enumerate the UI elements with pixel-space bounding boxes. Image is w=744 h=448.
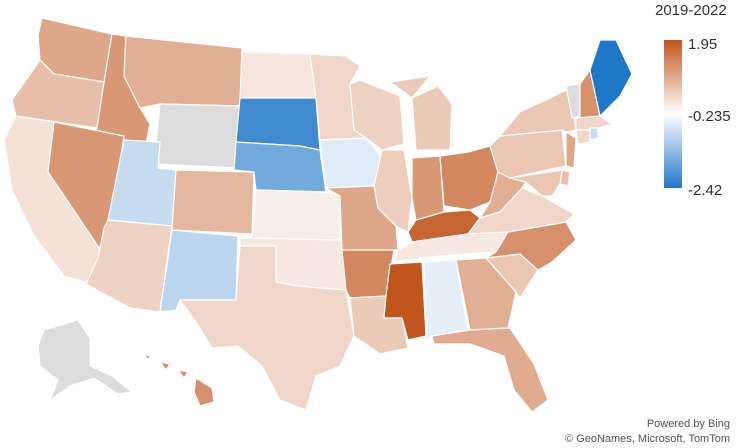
state-hi[interactable] <box>142 352 215 407</box>
attribution-copyright: © GeoNames, Microsoft, TomTom <box>565 433 730 445</box>
state-mi[interactable] <box>388 75 453 151</box>
state-ny[interactable] <box>498 87 577 137</box>
state-mt[interactable] <box>123 35 243 109</box>
state-il[interactable] <box>373 149 413 233</box>
attribution-powered-by: Powered by Bing <box>646 418 730 430</box>
state-wy[interactable] <box>153 103 241 169</box>
legend-color-scale <box>664 40 682 188</box>
legend-mid-label: -0.235 <box>688 108 731 125</box>
state-ks[interactable] <box>251 189 341 241</box>
state-ga[interactable] <box>455 257 517 331</box>
state-oh[interactable] <box>439 145 499 211</box>
state-co[interactable] <box>171 169 255 235</box>
state-ct[interactable] <box>575 129 591 145</box>
state-ri[interactable] <box>589 127 599 141</box>
state-tx[interactable] <box>178 245 355 411</box>
state-nj[interactable] <box>565 130 577 169</box>
state-ia[interactable] <box>319 137 383 189</box>
legend-max-label: 1.95 <box>688 36 718 53</box>
legend-min-label: -2.42 <box>688 182 723 199</box>
state-ms[interactable] <box>383 261 427 341</box>
state-ak[interactable] <box>37 319 134 402</box>
legend-title: 2019-2022 <box>655 2 727 19</box>
state-fl[interactable] <box>431 327 549 413</box>
state-wi[interactable] <box>349 79 405 151</box>
state-nd[interactable] <box>239 51 317 99</box>
state-in[interactable] <box>411 155 445 221</box>
state-ma[interactable] <box>575 115 614 131</box>
state-md[interactable] <box>509 169 563 197</box>
